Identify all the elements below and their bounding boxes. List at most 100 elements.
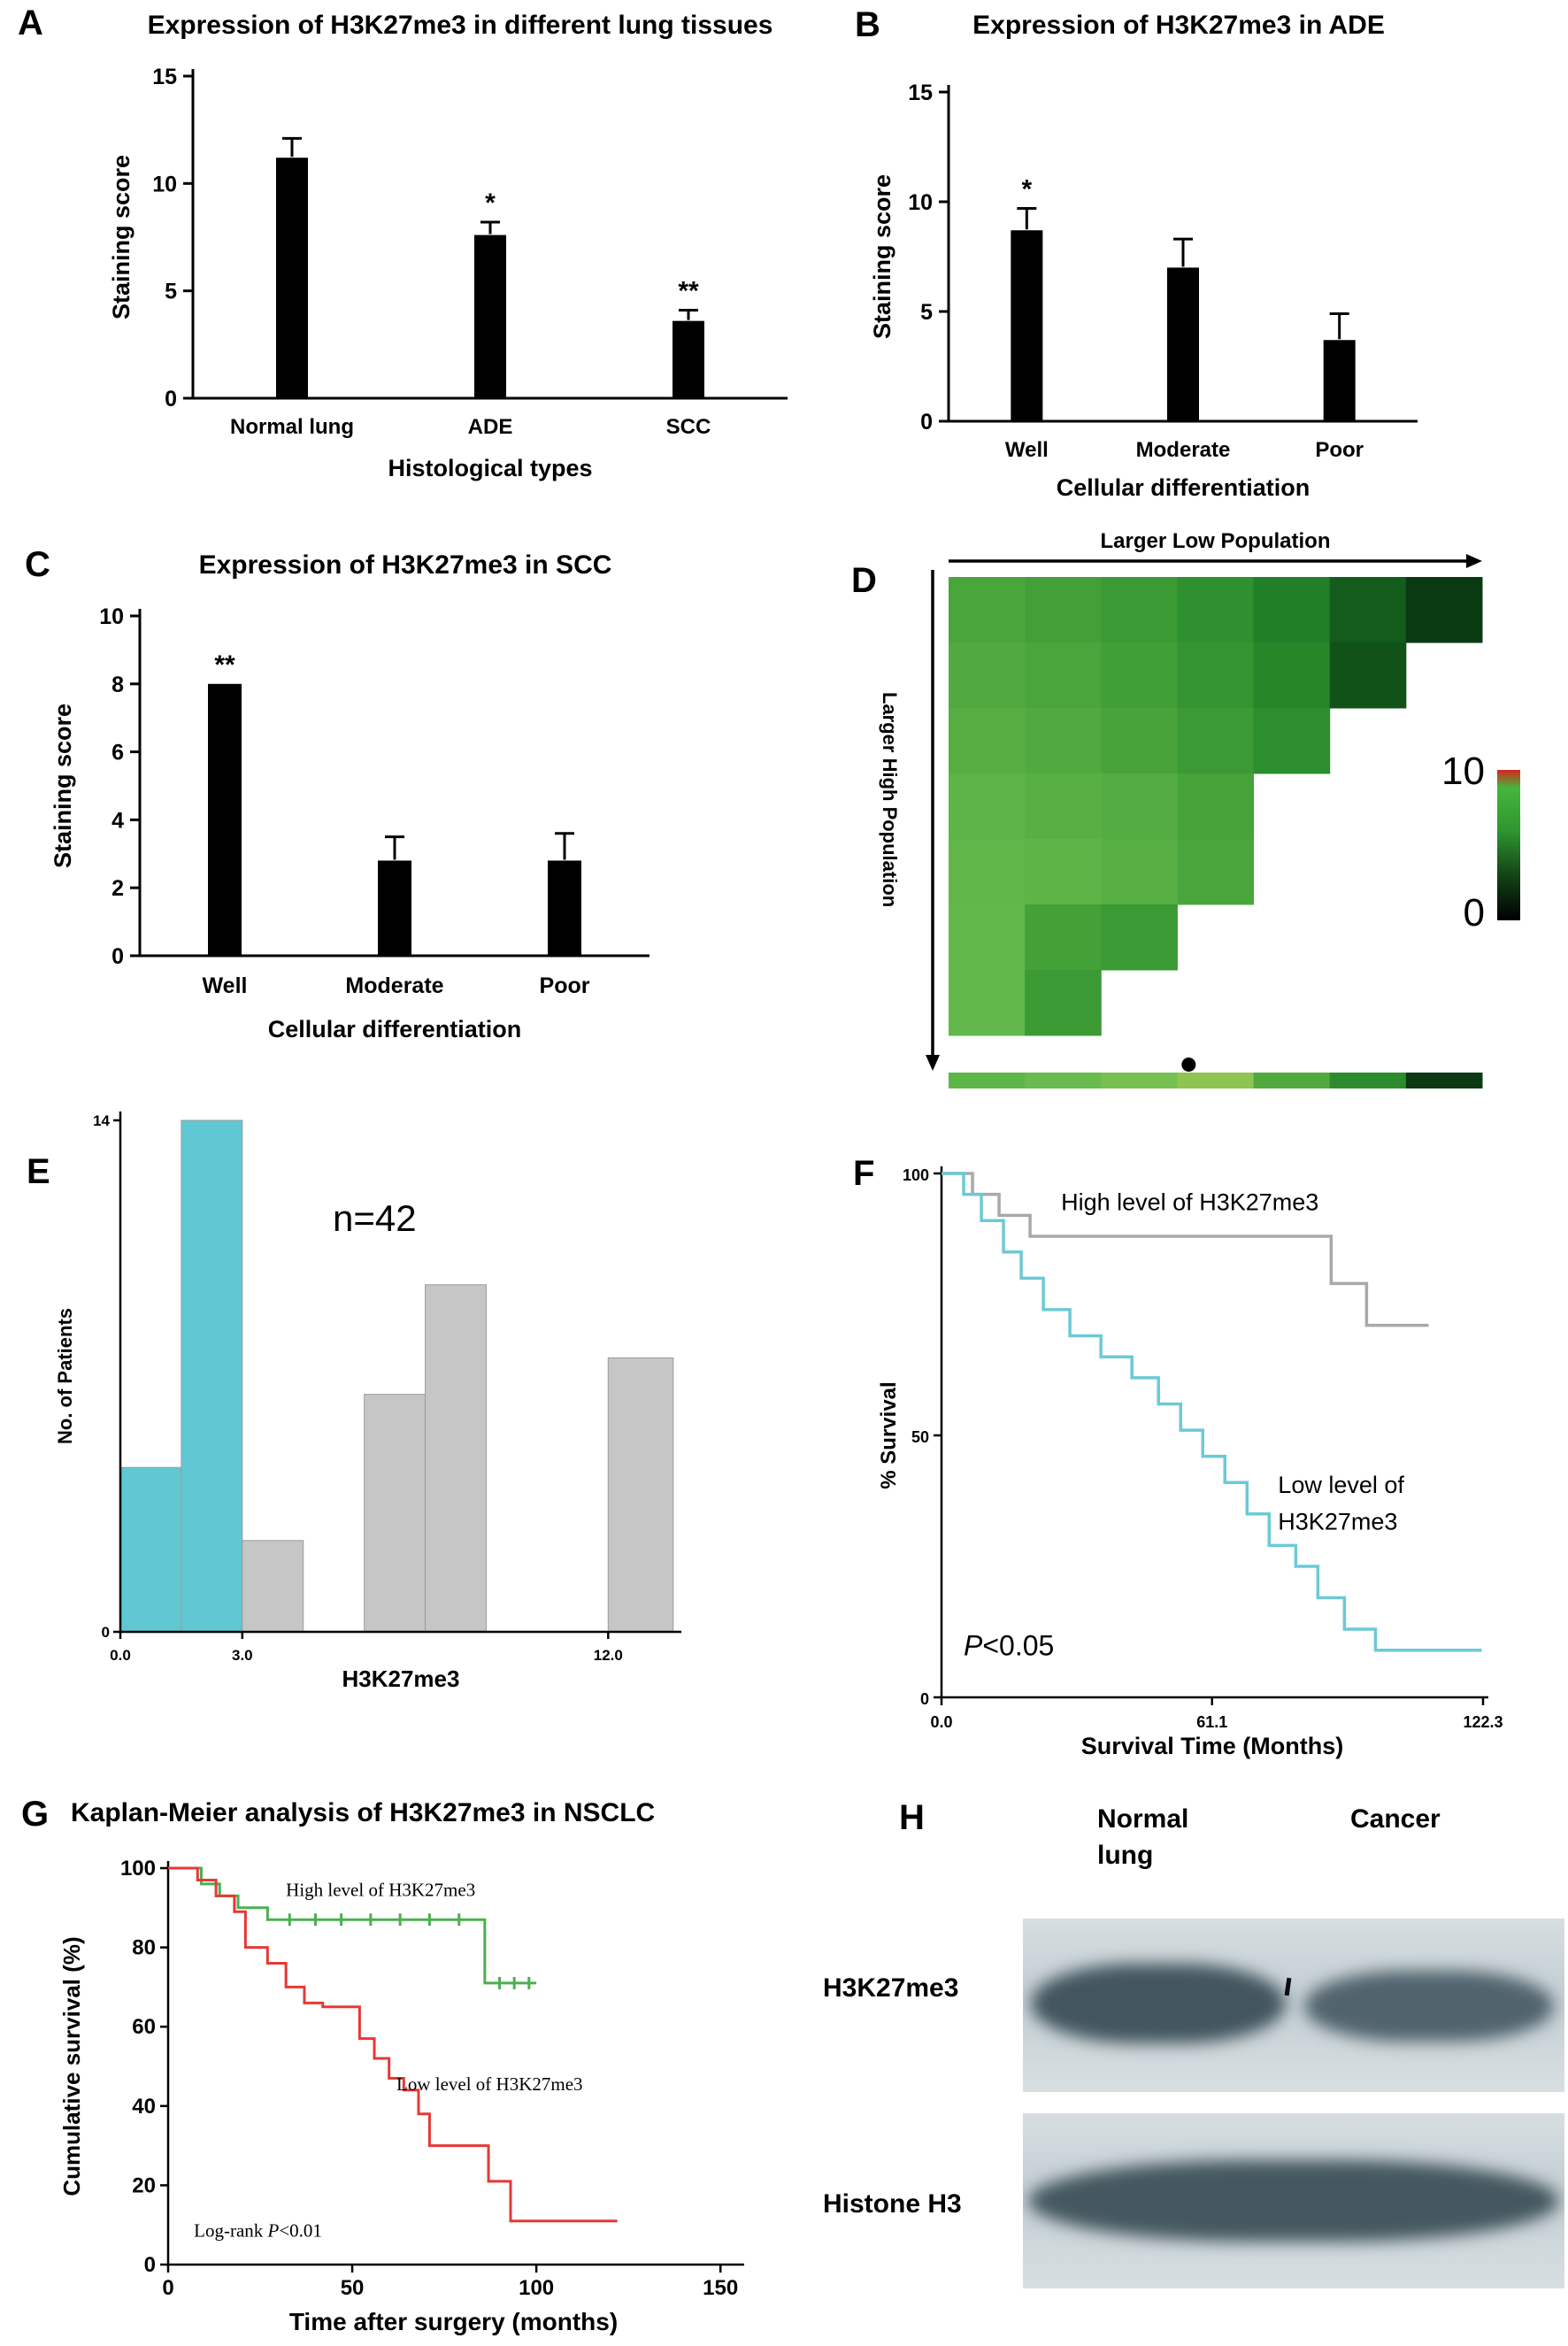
western-blot-histone-h3 xyxy=(1023,2113,1564,2288)
panel-title-b: Expression of H3K27me3 in ADE xyxy=(972,11,1385,40)
svg-text:80: 80 xyxy=(132,1936,156,1960)
svg-text:0: 0 xyxy=(920,410,933,435)
heatmap-cell xyxy=(1177,577,1255,643)
colorbar-max-label: 10 xyxy=(1441,750,1485,793)
y-axis-label: % Survival xyxy=(877,1381,901,1488)
heatmap-cell xyxy=(1025,708,1102,774)
panel-c: C Expression of H3K27me3 in SCC 0 2 4 6 8 10 *… xyxy=(16,542,715,1073)
svg-text:14: 14 xyxy=(93,1112,110,1129)
svg-text:3.0: 3.0 xyxy=(232,1647,253,1664)
heatmap-cell xyxy=(949,577,1026,643)
panel-letter-c: C xyxy=(25,545,50,584)
heatmap-strip-cell xyxy=(949,1073,1026,1088)
heatmap-cell xyxy=(1025,904,1102,971)
heatmap-strip-cell xyxy=(1253,1073,1331,1088)
heatmap-cell xyxy=(1101,708,1178,774)
right-arrowhead xyxy=(1465,554,1482,568)
svg-text:0: 0 xyxy=(165,387,177,412)
y-axis-label: No. of Patients xyxy=(54,1308,76,1444)
histogram-bin xyxy=(607,1357,674,1633)
curve-label-high-level-of-h3k27me3: High level of H3K27me3 xyxy=(286,1879,475,1900)
category-label-well: Well xyxy=(1005,438,1049,462)
heatmap-cell xyxy=(1253,577,1331,643)
bar-chart-a: 0 5 10 15 Normal lung * ADE ** SCC Histological t… xyxy=(108,65,788,481)
svg-text:0.0: 0.0 xyxy=(930,1713,952,1731)
bar-moderate xyxy=(1167,267,1199,421)
svg-text:8: 8 xyxy=(111,673,124,697)
category-label-scc: SCC xyxy=(666,415,711,439)
panel-h: H Normal lung Cancer H3K27me3 Histone H3 xyxy=(805,1789,1568,2346)
blot-band-cancer xyxy=(1304,1970,1554,2042)
histogram-bin xyxy=(119,1466,182,1633)
histogram-bin xyxy=(181,1119,243,1633)
heatmap-cell xyxy=(1101,773,1178,840)
heatmap-cell xyxy=(1253,708,1331,774)
heatmap-cell xyxy=(1025,970,1102,1036)
panel-letter-h: H xyxy=(899,1798,925,1837)
heatmap-cell xyxy=(949,642,1026,709)
panel-letter-g: G xyxy=(21,1795,50,1834)
x-axis-label: Survival Time (Months) xyxy=(1081,1733,1344,1759)
heatmap-cell xyxy=(1177,708,1255,774)
svg-text:20: 20 xyxy=(132,2173,156,2197)
panel-letter-f: F xyxy=(853,1154,875,1193)
curve-label-high-level-of-h3k27me3: High level of H3K27me3 xyxy=(1061,1188,1318,1215)
p-value-annotation: Log-rank P<0.01 xyxy=(194,2220,322,2242)
km-curve-low-level-of-h3k27me3 xyxy=(942,1172,1482,1652)
svg-text:100: 100 xyxy=(519,2276,554,2300)
curve-label-low-level-of: Low level of xyxy=(1278,1472,1404,1498)
bar-scc xyxy=(673,320,704,398)
svg-text:0: 0 xyxy=(144,2253,156,2277)
panel-b: B Expression of H3K27me3 in ADE 0 5 10 15 * W… xyxy=(842,5,1471,536)
svg-text:60: 60 xyxy=(132,2015,156,2039)
colorbar xyxy=(1497,770,1520,920)
heatmap-cell xyxy=(1101,839,1178,905)
heatmap-cell xyxy=(1025,839,1102,905)
x-axis-label: Histological types xyxy=(388,455,592,481)
svg-text:150: 150 xyxy=(703,2276,738,2300)
category-label-moderate: Moderate xyxy=(1136,438,1231,462)
svg-text:0.0: 0.0 xyxy=(110,1647,131,1664)
svg-text:15: 15 xyxy=(152,65,177,89)
category-label-normal-lung: Normal lung xyxy=(230,415,354,439)
heatmap-strip-cell xyxy=(1405,1073,1483,1088)
heatmap-cell xyxy=(949,839,1026,905)
row-label-h3k27me3: H3K27me3 xyxy=(823,1973,959,2003)
significance-marker: ** xyxy=(678,277,699,306)
dot-marker xyxy=(1181,1058,1196,1072)
svg-text:5: 5 xyxy=(165,280,177,304)
panel-letter-d: D xyxy=(851,561,877,600)
significance-marker: * xyxy=(485,188,496,218)
heatmap-strip-cell xyxy=(1025,1073,1102,1088)
significance-marker: * xyxy=(1021,174,1032,204)
column-header-cancer: Cancer xyxy=(1350,1804,1441,1834)
category-label-ade: ADE xyxy=(468,415,513,439)
bar-well xyxy=(208,683,242,956)
svg-text:6: 6 xyxy=(111,741,124,765)
heatmap-cell xyxy=(1177,642,1255,709)
heatmap-cell xyxy=(1329,642,1407,709)
panel-title-g: Kaplan-Meier analysis of H3K27me3 in NSC… xyxy=(71,1798,656,1827)
heatmap-chart: 10 0 xyxy=(926,554,1520,1088)
panel-e: E 0 14 0.0 3.0 12.0 n=42 H3K27me3 No. of Patien… xyxy=(16,1104,759,1715)
y-axis-label: Staining score xyxy=(50,704,76,868)
heatmap-cell xyxy=(949,773,1026,840)
svg-text:10: 10 xyxy=(908,190,933,215)
blot-band-normal-lung xyxy=(1031,1963,1286,2044)
curve-label-low-level-of-h3k27me3: Low level of H3K27me3 xyxy=(396,2073,583,2095)
curve-label-h3k27me3: H3K27me3 xyxy=(1278,1509,1397,1535)
bar-normal-lung xyxy=(276,158,308,399)
svg-text:122.3: 122.3 xyxy=(1463,1713,1503,1731)
x-axis-label: Cellular differentiation xyxy=(1057,474,1311,501)
svg-text:5: 5 xyxy=(920,300,933,325)
svg-text:40: 40 xyxy=(132,2095,156,2119)
svg-text:10: 10 xyxy=(152,172,177,196)
p-value-annotation: P<0.05 xyxy=(964,1630,1054,1662)
blot-artifact xyxy=(1285,1977,1292,1996)
bar-ade xyxy=(474,235,506,398)
category-label-moderate: Moderate xyxy=(345,973,443,998)
svg-text:12.0: 12.0 xyxy=(594,1647,623,1664)
heatmap-cell xyxy=(1101,642,1178,709)
survival-curve-chart-f: 0 50 100 0.0 61.1 122.3 High level of H3K27me3… xyxy=(877,1166,1503,1759)
